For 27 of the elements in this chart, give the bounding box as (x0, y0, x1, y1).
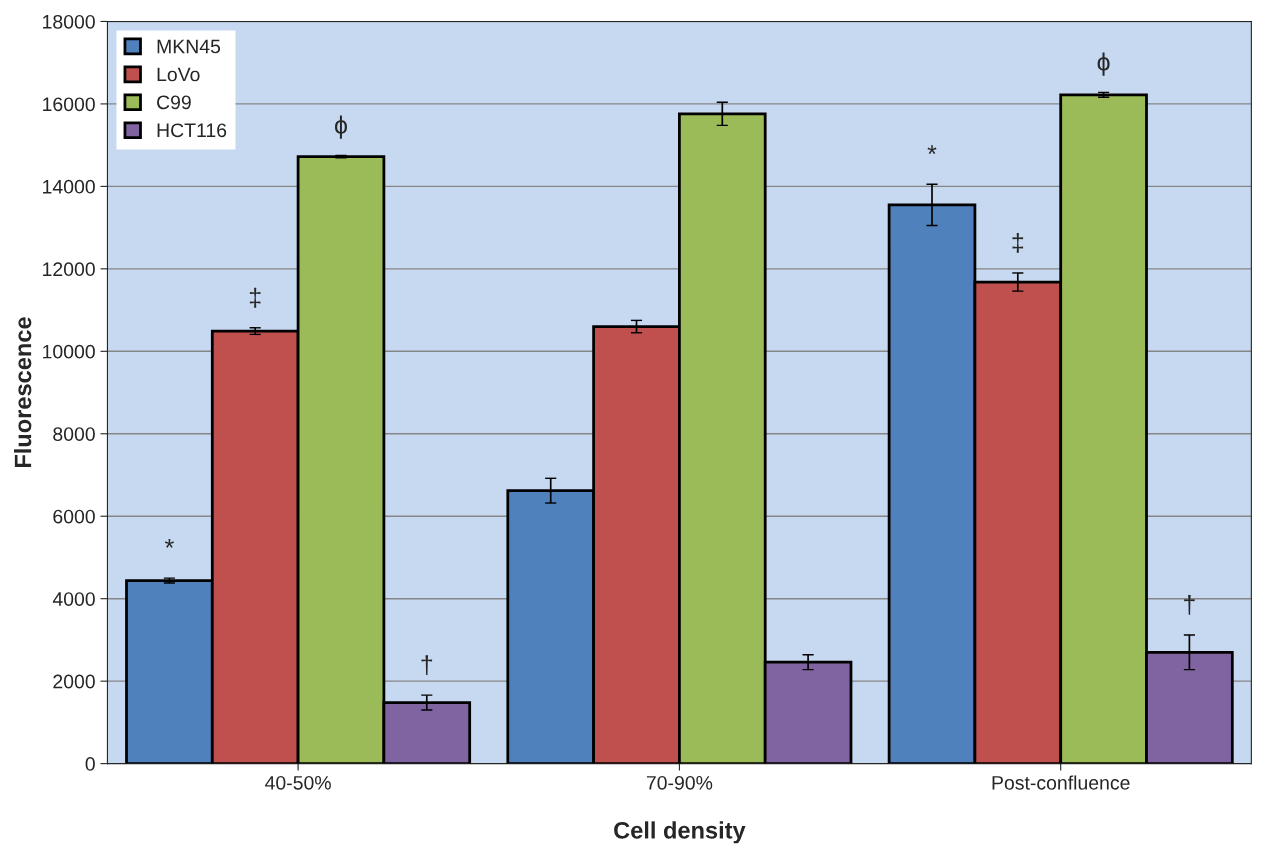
legend-label: LoVo (157, 67, 200, 82)
y-tick-label: 8000 (53, 427, 95, 441)
y-tick-label: 16000 (43, 97, 95, 112)
y-axis-title: Fluorescence (14, 317, 32, 468)
annotation: † (1184, 595, 1195, 615)
annotation: * (927, 145, 937, 155)
y-tick-label: 4000 (52, 592, 95, 606)
annotation: ‡ (1012, 232, 1024, 253)
y-tick-label: 2000 (53, 674, 95, 689)
annotation: ϕ (1097, 52, 1110, 76)
annotation: ϕ (334, 115, 348, 139)
y-tick-label: 12000 (43, 262, 95, 277)
x-tick-label: 40-50% (265, 775, 331, 790)
y-tick-label: 14000 (43, 179, 95, 194)
y-tick-label: 10000 (43, 344, 95, 359)
annotation: * (164, 539, 174, 548)
x-axis-title: Cell density (614, 821, 746, 844)
legend-label: C99 (157, 95, 191, 110)
annotation: ‡ (249, 287, 261, 308)
y-tick-label: 6000 (53, 509, 95, 524)
x-tick-label: Post-confluence (992, 775, 1130, 790)
legend-label: MKN45 (157, 39, 221, 54)
legend-label: HCT116 (157, 123, 227, 138)
y-tick-label: 0 (85, 757, 95, 771)
y-tick-label: 18000 (43, 14, 95, 29)
x-tick-label: 70-90% (646, 775, 713, 790)
annotation: † (421, 655, 433, 675)
